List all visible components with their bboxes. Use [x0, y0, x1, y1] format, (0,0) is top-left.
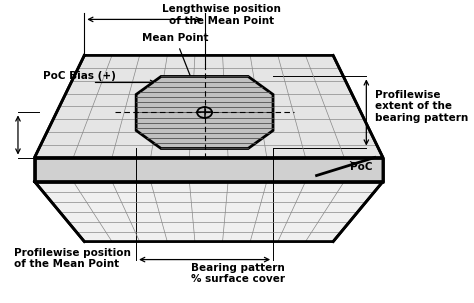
- Text: Lengthwise position
of the Mean Point: Lengthwise position of the Mean Point: [162, 4, 281, 26]
- Text: Profilewise position
of the Mean Point: Profilewise position of the Mean Point: [14, 248, 131, 269]
- Polygon shape: [35, 158, 383, 181]
- Text: Mean Point: Mean Point: [142, 33, 209, 108]
- Polygon shape: [35, 55, 383, 158]
- Text: PoC Bias (+): PoC Bias (+): [43, 72, 116, 82]
- Polygon shape: [35, 181, 383, 241]
- Text: Profilewise
extent of the
bearing pattern: Profilewise extent of the bearing patter…: [374, 90, 468, 123]
- Text: Bearing pattern
% surface cover: Bearing pattern % surface cover: [191, 263, 285, 284]
- Polygon shape: [136, 76, 273, 148]
- Text: PoC: PoC: [350, 161, 372, 171]
